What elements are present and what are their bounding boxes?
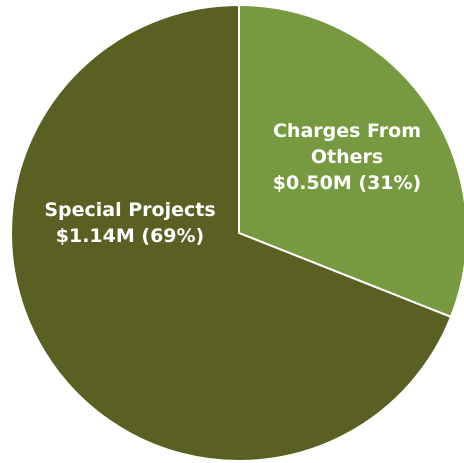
pie-slices xyxy=(10,3,464,462)
pie-slice-special-projects xyxy=(10,3,453,462)
pie-labels: Charges From Others $0.50M (31%) Special Pr… xyxy=(44,120,421,247)
slice-label-line: $0.50M (31%) xyxy=(273,172,421,194)
pie-slice-charges-from-others xyxy=(238,3,464,319)
slice-label-charges-from-others: Charges From Others $0.50M (31%) xyxy=(273,120,421,194)
slice-label-line: Charges From xyxy=(273,120,421,142)
slice-label-line: Special Projects xyxy=(44,199,215,221)
slice-label-line: $1.14M (69%) xyxy=(56,225,204,247)
slice-label-line: Others xyxy=(311,146,383,168)
slice-label-special-projects: Special Projects $1.14M (69%) xyxy=(44,199,215,247)
